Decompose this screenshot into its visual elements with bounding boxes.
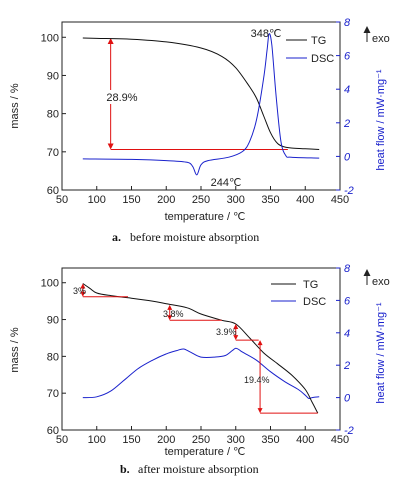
arrow-head-down (257, 408, 263, 414)
x-tick-label: 350 (261, 434, 279, 446)
x-tick-label: 100 (88, 194, 106, 206)
y2-tick-label: 0 (344, 393, 351, 405)
x-tick-label: 200 (157, 194, 175, 206)
y-ticks: 60 70 80 90 100 (41, 32, 66, 197)
mass-loss-label: 28.9% (106, 92, 137, 104)
y-ticks: 60 70 80 90 100 (41, 278, 66, 437)
y2-ticks: -2 0 2 4 6 8 (336, 17, 354, 197)
x-tick-label: 250 (192, 194, 210, 206)
y2-tick-label: 8 (344, 263, 351, 275)
y-tick-label: 80 (47, 351, 59, 363)
legend-label-tg: TG (311, 35, 326, 47)
y2-axis-title: heat flow / mW·mg⁻¹ (375, 69, 387, 170)
exo-arrow-head-icon (363, 26, 371, 33)
plot-frame (61, 267, 341, 431)
y2-tick-label: 8 (344, 17, 351, 29)
x-tick-label: 350 (261, 194, 279, 206)
x-tick-label: 300 (227, 434, 245, 446)
x-tick-label: 450 (331, 194, 349, 206)
arrow-head-up (167, 304, 173, 310)
arrow-head-up (257, 340, 263, 346)
x-tick-label: 400 (296, 194, 314, 206)
y-tick-label: 70 (47, 147, 59, 159)
legend: TG DSC (271, 279, 326, 308)
label-backdrop (103, 90, 141, 104)
x-axis-title: temperature / ℃ (165, 211, 246, 223)
exo-arrow-head-icon (363, 269, 371, 276)
arrow-head-up (107, 38, 114, 45)
x-ticks: 50 100 150 200 250 300 350 400 450 (56, 426, 349, 446)
y2-tick-label: 4 (344, 328, 350, 340)
legend: TG DSC (286, 35, 334, 65)
x-tick-label: 450 (331, 434, 349, 446)
y2-ticks: -2 0 2 4 6 8 (336, 263, 354, 437)
y2-tick-label: 2 (343, 118, 350, 130)
y2-tick-label: 2 (343, 360, 350, 372)
step-label-1: 3% (73, 286, 86, 296)
y2-tick-label: -2 (344, 185, 354, 197)
arrow-head-down (107, 143, 114, 150)
y-tick-label: 100 (41, 278, 59, 290)
mass-loss-steps (80, 283, 318, 414)
arrow-head-up (80, 283, 86, 289)
y-tick-label: 70 (47, 388, 59, 400)
y-tick-label: 60 (47, 425, 59, 437)
dsc-curve (82, 347, 320, 399)
caption-b-text: after moisture absorption (138, 462, 259, 476)
caption-a-letter: a. (112, 230, 121, 244)
legend-label-dsc: DSC (303, 296, 326, 308)
x-tick-label: 50 (56, 434, 68, 446)
x-tick-label: 100 (88, 434, 106, 446)
y-tick-label: 90 (47, 315, 59, 327)
y-tick-label: 60 (47, 185, 59, 197)
exo-indicator: exo (363, 26, 390, 45)
x-ticks: 50 100 150 200 250 300 350 400 450 (56, 186, 349, 206)
x-tick-label: 400 (296, 434, 314, 446)
exo-label: exo (372, 276, 390, 288)
x-tick-label: 250 (192, 434, 210, 446)
caption-b-letter: b. (120, 462, 130, 476)
tg-curve (82, 283, 319, 414)
y2-tick-label: 4 (344, 84, 350, 96)
step-label-4: 19.4% (244, 375, 270, 385)
y-tick-label: 90 (47, 70, 59, 82)
peak-label: 348℃ (251, 28, 282, 40)
x-tick-label: 150 (122, 434, 140, 446)
y-axis-title: mass / % (9, 83, 21, 128)
arrow-head-down (167, 315, 173, 321)
y-axis-title: mass / % (9, 327, 21, 372)
x-tick-label: 300 (227, 194, 245, 206)
y2-tick-label: 6 (344, 51, 351, 63)
arrow-head-up (233, 323, 239, 329)
dip-label: 244℃ (211, 177, 242, 189)
y-tick-label: 100 (41, 32, 59, 44)
dsc-curve (82, 33, 320, 176)
y2-tick-label: 0 (344, 151, 351, 163)
arrow-head-down (80, 291, 86, 297)
exo-label: exo (372, 33, 390, 45)
y2-tick-label: 6 (344, 295, 351, 307)
x-axis-title: temperature / ℃ (165, 446, 246, 458)
legend-label-tg: TG (303, 279, 318, 291)
y2-tick-label: -2 (344, 425, 354, 437)
x-tick-label: 200 (157, 434, 175, 446)
tg-curve (82, 37, 320, 150)
y2-axis-title: heat flow / mW·mg⁻¹ (375, 302, 387, 403)
x-tick-label: 150 (122, 194, 140, 206)
y-tick-label: 80 (47, 109, 59, 121)
step-label-2: 3.8% (163, 309, 184, 319)
exo-indicator: exo (363, 269, 390, 288)
arrow-head-down (233, 335, 239, 341)
legend-label-dsc: DSC (311, 53, 334, 65)
x-tick-label: 50 (56, 194, 68, 206)
caption-a-text: before moisture absorption (130, 230, 259, 244)
step-label-3: 3.9% (216, 327, 237, 337)
